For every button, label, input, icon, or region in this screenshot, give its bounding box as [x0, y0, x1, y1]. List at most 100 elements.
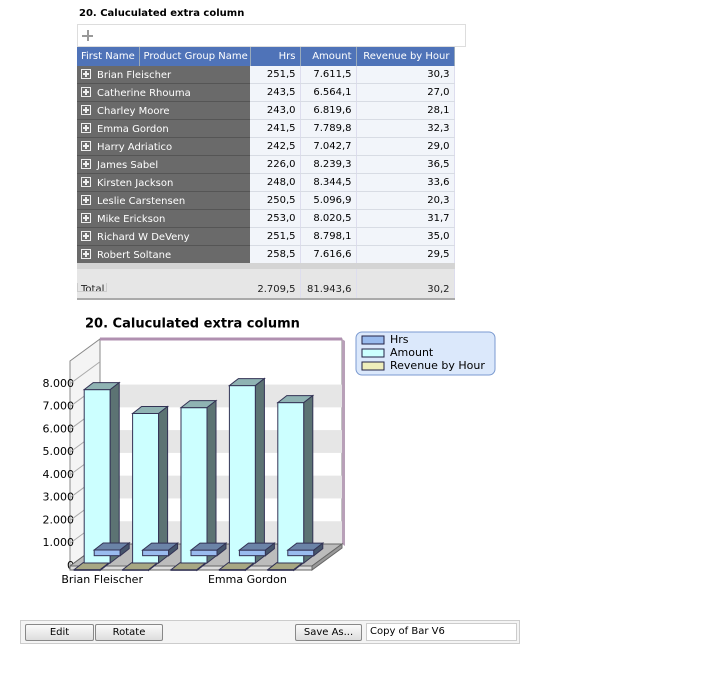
chart-title: 20. Caluculated extra column — [85, 317, 300, 332]
save-as-button[interactable]: Save As... — [295, 624, 362, 641]
legend-label: Amount — [390, 346, 434, 359]
name-cell: Charley Moore — [77, 101, 250, 120]
number-cell: 226,0 — [250, 155, 301, 174]
number-cell: 30,3 — [356, 66, 455, 84]
expand-icon[interactable] — [81, 86, 91, 97]
footer-bar: Edit Rotate Save As... Copy of Bar V6 — [20, 620, 520, 644]
name-text: Richard W DeVeny — [97, 231, 190, 243]
name-text: Leslie Carstensen — [97, 195, 186, 207]
legend-swatch — [361, 348, 385, 358]
table-toolbar — [77, 24, 466, 47]
number-cell: 6.819,6 — [300, 101, 357, 120]
number-cell: 251,5 — [250, 66, 301, 84]
number-cell: 6.564,1 — [300, 83, 357, 102]
table-stub — [77, 283, 107, 292]
number-cell: 7.616,6 — [300, 245, 357, 267]
name-cell: Robert Soltane — [77, 245, 250, 267]
legend-label: Hrs — [390, 333, 409, 346]
x-tick-label: Brian Fleischer — [61, 573, 143, 586]
number-cell: 243,5 — [250, 83, 301, 102]
table-body: Brian Fleischer 251,5 7.611,5 30,3 Catherine… — [77, 66, 455, 300]
bar — [142, 549, 170, 557]
data-table: First Name Product Group Name Hrs Amount Rev… — [77, 47, 455, 300]
expand-icon[interactable] — [81, 248, 91, 259]
name-cell: Catherine Rhouma — [77, 83, 250, 102]
expand-icon[interactable] — [81, 212, 91, 223]
header-row: First Name Product Group Name Hrs Amount Rev… — [77, 47, 455, 66]
total-cell: 81.943,6 — [300, 263, 357, 300]
expand-icon[interactable] — [81, 230, 91, 241]
name-text: Emma Gordon — [97, 123, 169, 135]
number-cell: 242,5 — [250, 137, 301, 156]
table-row: Robert Soltane 258,5 7.616,6 29,5 — [77, 245, 455, 267]
chart: 20. Caluculated extra column 01.0002.000… — [43, 317, 496, 586]
number-cell: 8.020,5 — [300, 209, 357, 228]
name-cell: James Sabel — [77, 155, 250, 174]
x-tick-label: Emma Gordon — [208, 573, 287, 586]
number-cell: 8.798,1 — [300, 227, 357, 246]
expand-icon[interactable] — [81, 104, 91, 115]
right-edge — [342, 339, 345, 546]
y-tick-label: 5.000 — [43, 445, 75, 458]
expand-icon[interactable] — [81, 122, 91, 133]
y-tick-label: 8.000 — [43, 377, 75, 390]
edit-button[interactable]: Edit — [25, 624, 94, 641]
number-cell: 248,0 — [250, 173, 301, 192]
number-cell: 20,3 — [356, 191, 455, 210]
name-cell: Brian Fleischer — [77, 66, 250, 84]
table-row: Charley Moore 243,0 6.819,6 28,1 — [77, 101, 455, 120]
table-row: Kirsten Jackson 248,0 8.344,5 33,6 — [77, 173, 455, 192]
name-text: Robert Soltane — [97, 249, 172, 261]
bar — [93, 549, 121, 557]
table-row: Mike Erickson 253,0 8.020,5 31,7 — [77, 209, 455, 228]
bar-side — [109, 381, 120, 565]
bar-side — [168, 542, 179, 557]
name-cell: Harry Adriatico — [77, 137, 250, 156]
bar-side — [119, 541, 130, 557]
add-icon[interactable] — [82, 30, 93, 41]
y-tick-label: 4.000 — [43, 468, 75, 481]
bar-side — [303, 394, 314, 565]
name-field[interactable]: Copy of Bar V6 — [366, 623, 517, 641]
expand-icon[interactable] — [81, 68, 91, 79]
number-cell: 31,7 — [356, 209, 455, 228]
floor-side — [311, 543, 343, 571]
bar — [132, 412, 160, 564]
number-cell: 7.611,5 — [300, 66, 357, 84]
expand-icon[interactable] — [81, 158, 91, 169]
table-row: Leslie Carstensen 250,5 5.096,9 20,3 — [77, 191, 455, 210]
number-cell: 8.344,5 — [300, 173, 357, 192]
name-text: Mike Erickson — [97, 213, 166, 225]
number-cell: 36,5 — [356, 155, 455, 174]
column-header: Hrs — [250, 47, 301, 66]
total-cell: 30,2 — [356, 263, 455, 300]
bar — [83, 389, 111, 564]
name-text: Kirsten Jackson — [97, 177, 174, 189]
bar — [238, 549, 266, 557]
column-header: First Name — [77, 47, 140, 66]
rotate-button[interactable]: Rotate — [95, 624, 163, 641]
name-cell: Richard W DeVeny — [77, 227, 250, 246]
report-title: 20. Caluculated extra column — [79, 8, 245, 19]
number-cell: 250,5 — [250, 191, 301, 210]
number-cell: 35,0 — [356, 227, 455, 246]
number-cell: 7.789,8 — [300, 119, 357, 138]
number-cell: 8.239,3 — [300, 155, 357, 174]
expand-icon[interactable] — [81, 194, 91, 205]
legend-box — [355, 331, 496, 376]
bar — [287, 549, 315, 557]
y-tick-label: 1.000 — [43, 536, 75, 549]
expand-icon[interactable] — [81, 140, 91, 151]
grid-line — [69, 361, 101, 385]
name-text: Harry Adriatico — [97, 141, 173, 153]
table-row: James Sabel 226,0 8.239,3 36,5 — [77, 155, 455, 174]
table-row: Richard W DeVeny 251,5 8.798,1 35,0 — [77, 227, 455, 246]
column-header: Revenue by Hour — [356, 47, 455, 66]
bar-side — [254, 377, 265, 565]
name-text: James Sabel — [97, 159, 159, 171]
column-header: Amount — [300, 47, 357, 66]
bar — [190, 549, 218, 557]
number-cell: 241,5 — [250, 119, 301, 138]
name-cell: Emma Gordon — [77, 119, 250, 138]
expand-icon[interactable] — [81, 176, 91, 187]
